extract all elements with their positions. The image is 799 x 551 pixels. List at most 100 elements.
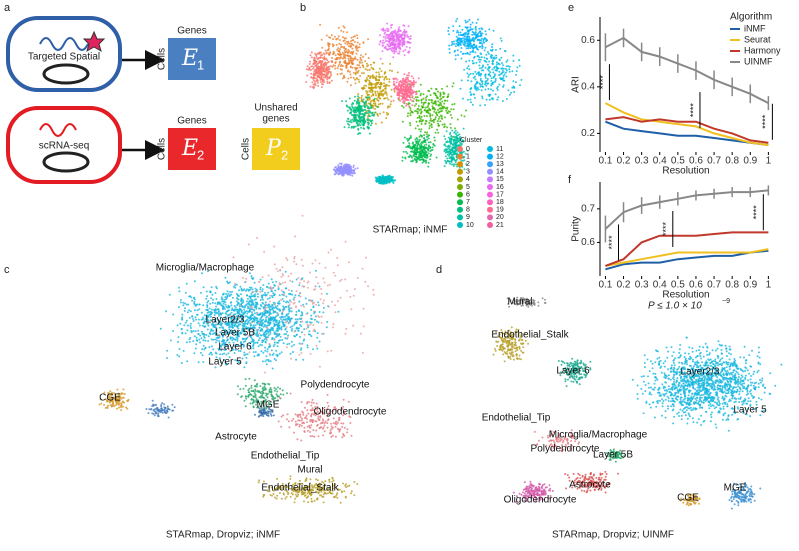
- cell-point: [343, 49, 346, 52]
- cell-point: [380, 70, 383, 73]
- cell-point: [488, 60, 491, 63]
- cell-point: [165, 310, 167, 313]
- cell-point: [314, 68, 317, 71]
- cell-point: [453, 150, 456, 153]
- legend-label: 7: [466, 199, 470, 206]
- cell-point: [368, 98, 371, 101]
- cell-point: [465, 26, 468, 29]
- cell-point: [456, 137, 458, 140]
- cell-point: [193, 302, 196, 305]
- cell-point: [357, 109, 360, 112]
- cell-point: [184, 321, 187, 324]
- cell-point: [401, 88, 404, 91]
- cell-point: [261, 319, 264, 322]
- cell-point: [425, 115, 428, 118]
- cell-point: [236, 393, 239, 396]
- legend-swatch: [487, 184, 493, 190]
- cell-point: [500, 39, 503, 42]
- cell-point: [263, 385, 266, 388]
- cell-point: [289, 299, 291, 302]
- cell-point: [326, 80, 329, 83]
- cell-point: [325, 57, 328, 60]
- cell-point: [358, 46, 361, 49]
- cell-point: [252, 345, 254, 348]
- cell-point: [281, 293, 284, 296]
- cell-point: [404, 92, 407, 95]
- cell-point: [345, 54, 347, 57]
- cell-point: [496, 63, 498, 66]
- cell-point: [343, 171, 346, 174]
- cell-point: [428, 98, 431, 101]
- cell-point: [202, 333, 205, 336]
- legend-label: 13: [496, 161, 504, 168]
- cell-point: [278, 352, 281, 355]
- cell-point: [405, 146, 408, 148]
- cell-point: [231, 296, 234, 299]
- cell-point: [378, 181, 381, 184]
- cell-point: [407, 78, 409, 81]
- cell-point: [409, 98, 412, 101]
- col-label: Genes: [177, 116, 206, 127]
- cell-point: [474, 32, 477, 35]
- cell-point: [245, 289, 247, 292]
- cell-point: [267, 330, 270, 333]
- cell-point: [254, 351, 257, 353]
- cell-point: [427, 152, 430, 155]
- cell-point: [499, 77, 502, 79]
- matrix-p2: [252, 128, 300, 170]
- cell-point: [456, 131, 459, 134]
- cell-point: [495, 56, 498, 59]
- cell-point: [381, 44, 384, 47]
- cell-point: [426, 131, 429, 134]
- cell-point: [453, 131, 456, 134]
- cell-point: [420, 120, 423, 123]
- cell-point: [356, 67, 359, 69]
- cell-point: [374, 92, 377, 95]
- cell-point: [279, 339, 281, 342]
- cell-point: [337, 164, 340, 167]
- cell-point: [336, 73, 339, 76]
- cell-point: [477, 72, 480, 75]
- cell-point: [396, 31, 399, 34]
- legend-swatch: [487, 146, 493, 152]
- cell-point: [411, 95, 414, 98]
- cell-point: [277, 386, 279, 389]
- cell-point: [429, 112, 431, 115]
- cell-point: [396, 78, 399, 81]
- cell-point: [317, 57, 320, 60]
- legend-swatch: [487, 191, 493, 198]
- cell-point: [225, 305, 228, 308]
- cell-cloud: [392, 72, 420, 108]
- matrix-subscript: 2: [281, 147, 288, 162]
- cell-point: [409, 91, 412, 94]
- cell-point: [181, 331, 184, 334]
- cell-point: [288, 318, 291, 321]
- cell-point: [255, 298, 257, 301]
- cell-cloud: [397, 82, 467, 143]
- cell-point: [466, 98, 469, 101]
- cell-point: [448, 51, 451, 54]
- cell-point: [494, 93, 497, 96]
- cell-point: [425, 143, 428, 146]
- cell-point: [437, 90, 439, 93]
- cell-point: [247, 391, 250, 394]
- cell-point: [466, 72, 469, 75]
- cell-point: [319, 68, 322, 71]
- cell-point: [391, 43, 394, 46]
- cell-point: [316, 347, 319, 350]
- cell-point: [309, 85, 312, 88]
- cell-point: [350, 119, 352, 122]
- cell-point: [365, 90, 368, 93]
- cell-point: [256, 295, 259, 298]
- cell-point: [339, 166, 342, 169]
- cell-point: [208, 307, 211, 310]
- cell-point: [224, 296, 227, 299]
- cell-point: [284, 287, 287, 290]
- cell-point: [416, 144, 419, 147]
- cell-point: [332, 53, 334, 56]
- cell-point: [285, 314, 288, 317]
- cell-point: [379, 85, 382, 88]
- cell-point: [302, 303, 305, 306]
- cell-point: [352, 59, 355, 62]
- cell-point: [498, 83, 501, 86]
